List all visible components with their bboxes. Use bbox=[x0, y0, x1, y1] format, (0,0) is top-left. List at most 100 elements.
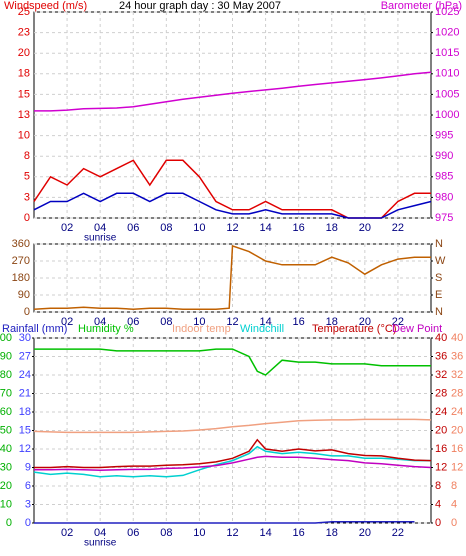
y2-tick-label: 995 bbox=[435, 130, 453, 142]
x-tick-label: 08 bbox=[160, 316, 172, 328]
x-tick-label: 10 bbox=[193, 222, 205, 234]
y2-tick-label: 16 bbox=[435, 443, 447, 455]
y-tick-label: 40 bbox=[0, 443, 12, 455]
y2-tick-label: N bbox=[435, 238, 443, 250]
y3-tick-label: 0 bbox=[25, 517, 31, 529]
series-line bbox=[34, 71, 432, 112]
chart-title: 24 hour graph day : 30 May 2007 bbox=[119, 0, 281, 12]
x-tick-label: 16 bbox=[293, 222, 305, 234]
legend-entry: Rainfall (mm) bbox=[2, 323, 67, 335]
y2-tick-label: 24 bbox=[435, 406, 447, 418]
y2-tick-label: 1005 bbox=[435, 88, 459, 100]
y2-tick-label: 1000 bbox=[435, 109, 459, 121]
y3-tick-label: 18 bbox=[19, 406, 31, 418]
x-tick-label: 04 bbox=[94, 316, 106, 328]
y2-tick-label: 40 bbox=[435, 332, 447, 344]
y-tick-label: 0 bbox=[24, 212, 30, 224]
x-tick-label: 22 bbox=[392, 316, 404, 328]
y2-tick-label: 36 bbox=[451, 350, 463, 362]
x-tick-label: 10 bbox=[193, 316, 205, 328]
legend-entry: Windchill bbox=[240, 323, 284, 335]
x-tick-label: 20 bbox=[359, 527, 371, 539]
y2-tick-label: 32 bbox=[451, 369, 463, 381]
x-tick-label: 20 bbox=[359, 222, 371, 234]
y-tick-label: 18 bbox=[18, 68, 30, 80]
y3-tick-label: 24 bbox=[19, 369, 31, 381]
y2-tick-label: 8 bbox=[451, 480, 457, 492]
y-tick-label: 60 bbox=[0, 406, 12, 418]
y2-tick-label: 1015 bbox=[435, 47, 459, 59]
series-line bbox=[34, 348, 431, 376]
x-tick-label: 14 bbox=[259, 222, 271, 234]
x-tick-label: 04 bbox=[94, 527, 106, 539]
x-tick-label: 16 bbox=[293, 316, 305, 328]
y2-tick-label: 0 bbox=[435, 517, 441, 529]
y3-tick-label: 6 bbox=[25, 480, 31, 492]
y2-tick-label: 4 bbox=[435, 498, 441, 510]
y2-tick-label: 0 bbox=[451, 517, 457, 529]
series-line bbox=[33, 244, 431, 310]
x-tick-label: 16 bbox=[293, 527, 305, 539]
y3-tick-label: 30 bbox=[19, 332, 31, 344]
y-axis-label: Windspeed (m/s) bbox=[4, 0, 87, 12]
y2-tick-label: 28 bbox=[451, 387, 463, 399]
y-tick-label: 5 bbox=[24, 171, 30, 183]
y3-tick-label: 27 bbox=[19, 350, 31, 362]
series-line bbox=[34, 438, 432, 469]
y-tick-label: 100 bbox=[0, 332, 12, 344]
annotation: sunrise bbox=[84, 233, 117, 244]
y3-tick-label: 21 bbox=[19, 387, 31, 399]
x-tick-label: 02 bbox=[61, 222, 73, 234]
y2-tick-label: 40 bbox=[451, 332, 463, 344]
y2-tick-label: 20 bbox=[435, 424, 447, 436]
x-tick-label: 18 bbox=[326, 316, 338, 328]
x-tick-label: 06 bbox=[127, 316, 139, 328]
y2-tick-label: 12 bbox=[435, 461, 447, 473]
y-tick-label: 180 bbox=[12, 272, 30, 284]
x-tick-label: 08 bbox=[160, 222, 172, 234]
y-tick-label: 10 bbox=[18, 130, 30, 142]
y3-tick-label: 15 bbox=[19, 424, 31, 436]
y2-tick-label: 980 bbox=[435, 191, 453, 203]
x-tick-label: 08 bbox=[160, 527, 172, 539]
series-line bbox=[34, 521, 415, 524]
y-tick-label: 25 bbox=[18, 6, 30, 18]
y-tick-label: 70 bbox=[0, 387, 12, 399]
y-tick-label: 30 bbox=[0, 461, 12, 473]
y-tick-label: 10 bbox=[0, 498, 12, 510]
x-tick-label: 06 bbox=[127, 527, 139, 539]
y3-tick-label: 3 bbox=[25, 498, 31, 510]
x-tick-label: 02 bbox=[61, 527, 73, 539]
y-tick-label: 0 bbox=[6, 517, 12, 529]
x-tick-label: 14 bbox=[259, 316, 271, 328]
x-tick-label: 12 bbox=[226, 316, 238, 328]
y2-tick-label: 32 bbox=[435, 369, 447, 381]
y2-tick-label: 24 bbox=[451, 406, 463, 418]
y-tick-label: 20 bbox=[0, 480, 12, 492]
series-line bbox=[33, 418, 432, 434]
series-line bbox=[33, 445, 431, 478]
x-tick-label: 12 bbox=[226, 222, 238, 234]
y-tick-label: 8 bbox=[24, 150, 30, 162]
x-tick-label: 22 bbox=[392, 527, 404, 539]
y2-tick-label: 975 bbox=[435, 212, 453, 224]
y-tick-label: 13 bbox=[18, 109, 30, 121]
legend-entry: Dew Point bbox=[392, 323, 442, 335]
y3-tick-label: 12 bbox=[19, 443, 31, 455]
y3-tick-label: 9 bbox=[25, 461, 31, 473]
x-tick-label: 18 bbox=[326, 527, 338, 539]
x-tick-label: 20 bbox=[359, 316, 371, 328]
y-tick-label: 270 bbox=[12, 255, 30, 267]
y2-tick-label: S bbox=[435, 272, 442, 284]
y2-tick-label: 28 bbox=[435, 387, 447, 399]
y-tick-label: 23 bbox=[18, 27, 30, 39]
y2-tick-label: 16 bbox=[451, 443, 463, 455]
x-tick-label: 14 bbox=[259, 527, 271, 539]
x-tick-label: 04 bbox=[94, 222, 106, 234]
y-tick-label: 90 bbox=[18, 289, 30, 301]
y-tick-label: 3 bbox=[24, 191, 30, 203]
y2-tick-label: 1010 bbox=[435, 68, 459, 80]
y-tick-label: 20 bbox=[18, 47, 30, 59]
x-tick-label: 10 bbox=[193, 527, 205, 539]
